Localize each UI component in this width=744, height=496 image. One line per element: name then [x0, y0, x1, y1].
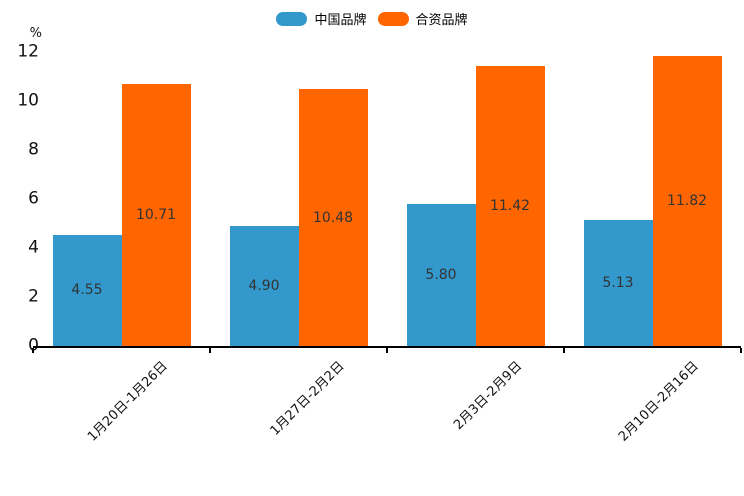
bar-group-1: 4.55 10.71 1月20日-1月26日	[33, 52, 210, 445]
bar-pair: 5.13 11.82	[583, 52, 722, 346]
bar-group-4: 5.13 11.82 2月10日-2月16日	[564, 52, 741, 445]
x-axis-tick-mark	[209, 348, 211, 353]
bar-value-label: 4.90	[248, 277, 280, 294]
y-axis-unit-label: %	[29, 26, 42, 41]
bar-value-label: 4.55	[71, 282, 103, 299]
legend-label-joint-venture-brand: 合资品牌	[415, 13, 468, 28]
bar-pair: 4.90 10.48	[229, 52, 368, 346]
bar-group-2: 4.90 10.48 1月27日-2月2日	[210, 52, 387, 439]
bar-value-label: 10.71	[135, 206, 177, 223]
bar-china-brand-4[interactable]: 5.13	[583, 220, 653, 346]
bar-joint-venture-brand-2[interactable]: 10.48	[298, 89, 368, 346]
y-tick-label-0: 0	[0, 337, 39, 355]
x-axis-line	[33, 346, 741, 348]
y-tick-label-12: 12	[17, 41, 39, 62]
x-axis-tick-mark	[32, 348, 34, 353]
bar-china-brand-2[interactable]: 4.90	[229, 225, 299, 346]
legend-label-china-brand: 中国品牌	[314, 13, 367, 28]
bar-value-label: 5.80	[425, 266, 457, 283]
bar-joint-venture-brand-4[interactable]: 11.82	[652, 56, 722, 346]
legend-swatch-china-brand-icon	[276, 11, 308, 26]
y-tick-label-8: 8	[28, 139, 39, 160]
y-tick-label-6: 6	[28, 188, 39, 209]
x-tick-label-2: 1月27日-2月2日	[267, 358, 348, 439]
x-axis-tick-mark	[386, 348, 388, 353]
bar-china-brand-3[interactable]: 5.80	[406, 203, 476, 346]
x-tick-label-1: 1月20日-1月26日	[85, 358, 171, 445]
bar-pair: 5.80 11.42	[406, 52, 545, 346]
legend-swatch-joint-venture-brand-icon	[377, 11, 409, 26]
legend-item-joint-venture-brand[interactable]: 合资品牌	[377, 9, 468, 28]
x-tick-label-4: 2月10日-2月16日	[616, 358, 702, 445]
plot-area: 4.55 10.71 1月20日-1月26日 4.90 10.48 1月27日-2月2日 5…	[32, 52, 742, 445]
bar-joint-venture-brand-1[interactable]: 10.71	[121, 83, 191, 346]
x-axis-tick-mark	[740, 348, 742, 353]
bar-china-brand-1[interactable]: 4.55	[52, 234, 122, 346]
x-axis-tick-mark	[563, 348, 565, 353]
legend: 中国品牌 合资品牌	[0, 9, 744, 28]
bar-value-label: 5.13	[602, 275, 634, 292]
bar-pair: 4.55 10.71	[52, 52, 191, 346]
x-tick-label-3: 2月3日-2月9日	[450, 358, 525, 433]
bar-value-label: 11.82	[666, 193, 708, 210]
y-tick-label-2: 2	[28, 286, 39, 307]
legend-item-china-brand[interactable]: 中国品牌	[276, 9, 367, 28]
bar-joint-venture-brand-3[interactable]: 11.42	[475, 66, 545, 346]
y-tick-label-10: 10	[17, 90, 39, 111]
y-tick-label-4: 4	[28, 237, 39, 258]
bar-group-3: 5.80 11.42 2月3日-2月9日	[387, 52, 564, 433]
bar-value-label: 10.48	[312, 209, 354, 226]
bar-value-label: 11.42	[489, 198, 531, 215]
